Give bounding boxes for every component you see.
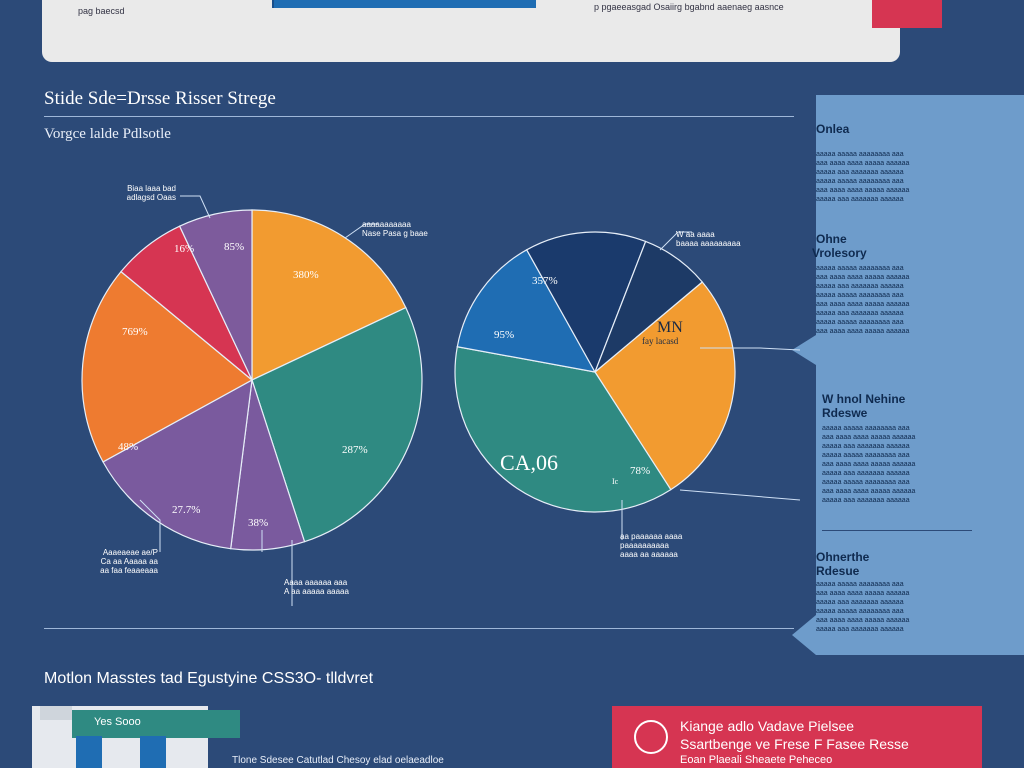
note-4: Aaaa aaaaaa aaa A aa aaaaa aaaaa: [284, 578, 349, 596]
card-right: Kiange adlo Vadave Pielsee Ssartbenge ve…: [612, 706, 982, 768]
divider-top: [44, 116, 794, 117]
top-pink-badge: [872, 0, 942, 28]
side-section-3-text: aaaaa aaaaa aaaaaaaa aaa aaa aaaa aaaa aa…: [822, 425, 916, 504]
bottom-title: Motlon Masstes tad Egustyine CSS3O- tlld…: [44, 670, 374, 687]
pie2-slice-label-1: 78%: [630, 465, 650, 477]
top-tiny-left: pag baecsd: [78, 6, 125, 16]
card-right-line-3: Eoan Plaeali Sheaete Peheceo: [680, 754, 833, 766]
pie1-slice-3: [102, 378, 253, 550]
pie-chart-2: MN 78% 95% 357%: [454, 231, 736, 513]
pie1-slice-0: [251, 209, 407, 381]
side-panel: [792, 95, 1024, 655]
side-section-3-title: W hnol Nehine: [822, 392, 906, 406]
pie2-slice-label-3: 357%: [532, 275, 558, 287]
leader-line-2: [344, 223, 378, 239]
note-2: aaaaaaaaaaa Nase Pasa g baae: [362, 220, 428, 238]
bottom-note: Tlone Sdesee Catutlad Chesoy elad oelaea…: [232, 755, 444, 766]
side-section-3-sub: Rdeswe: [822, 406, 868, 420]
side-section-2-text: aaaaa aaaaa aaaaaaaa aaa aaa aaaa aaaa aa…: [816, 265, 910, 335]
card-right-line-2: Ssartbenge ve Frese F Fasee Resse: [680, 736, 909, 752]
page-subtitle: Vorgce lalde Pdlsotle: [44, 126, 171, 142]
pie1-slice-label-6: 16%: [174, 243, 194, 255]
pie1-slice-label-2: 38%: [248, 517, 268, 529]
side-divider: [822, 530, 972, 531]
note-1: Biaa laaa bad adlagsd Oaas: [126, 184, 176, 202]
side-section-4-text: aaaaa aaaaa aaaaaaaa aaa aaa aaaa aaaa aa…: [816, 581, 910, 633]
card-left: Yes Sooo: [32, 706, 240, 768]
card-right-line-1: Kiange adlo Vadave Pielsee: [680, 718, 855, 734]
top-panel: pag baecsd p pgaeeasgad Osaiirg bgabnd a…: [42, 0, 900, 62]
pie2-slice-1: [454, 346, 672, 513]
side-section-2-title: Ohne: [816, 232, 847, 246]
pie2-center-label: CA,06: [500, 450, 558, 475]
pie-chart-1: 380% 287% 38% 27.7% 769% 16% 85% 48%: [81, 209, 423, 551]
leader-line-1: [180, 195, 211, 219]
divider-bottom: [44, 628, 794, 629]
side-section-1-title: Onlea: [816, 122, 850, 136]
leader-line-9: [700, 347, 801, 351]
pie1-slice-label-7: 85%: [224, 241, 244, 253]
pie1-slice-label-5: 769%: [122, 326, 148, 338]
pie1-slice-7: [178, 209, 253, 381]
side-section-4-sub: Rdesue: [816, 564, 860, 578]
pie2-slice-4: [594, 240, 704, 373]
circle-logo-icon: [634, 720, 668, 754]
note-6: aa paaaaaa aaaa paaaaaaaaaa aaaa aa aaaaaa: [620, 532, 683, 559]
pie2-slice-0: [594, 281, 736, 491]
card-left-label: Yes Sooo: [94, 716, 141, 728]
pie1-slice-label-0: 380%: [293, 269, 319, 281]
leader-lines: [139, 195, 801, 606]
side-section-1-text: aaaaa aaaaa aaaaaaaa aaa aaa aaaa aaaa aa…: [816, 151, 910, 203]
side-section-4-title: Ohnerthe: [816, 550, 870, 564]
pie2-sub-label: fay lacasd: [642, 336, 679, 346]
pie2-small-mark: Ic: [612, 477, 619, 486]
pie1-slice-5: [81, 270, 254, 463]
side-section-2-sub: Vrolesory: [812, 246, 867, 260]
top-blue-bar: [272, 0, 536, 8]
pie2-slice-label-0: MN: [657, 319, 683, 336]
pie1-slice-label-4: 48%: [118, 441, 138, 453]
pie2-slice-3: [525, 231, 647, 374]
pie1-slice-1: [251, 306, 423, 543]
note-5: W aa aaaa baaaa aaaaaaaaa: [676, 230, 741, 248]
pie1-slice-label-3: 27.7%: [172, 504, 200, 516]
pie1-slice-label-1: 287%: [342, 444, 368, 456]
pie2-slice-label-2: 95%: [494, 329, 514, 341]
top-tiny-center: p pgaeeasgad Osaiirg bgabnd aaenaeg aasn…: [594, 2, 784, 12]
leader-line-8: [679, 489, 801, 501]
leader-line-6: [659, 231, 692, 251]
pie2-slice-2: [456, 248, 597, 373]
note-3: Aaaeaeae ae/P Ca aa Aaaaa aa aa faa feaaea…: [100, 548, 158, 575]
leader-line-3: [139, 499, 161, 552]
page-title: Stide Sde=Drsse Risser Strege: [44, 88, 276, 109]
